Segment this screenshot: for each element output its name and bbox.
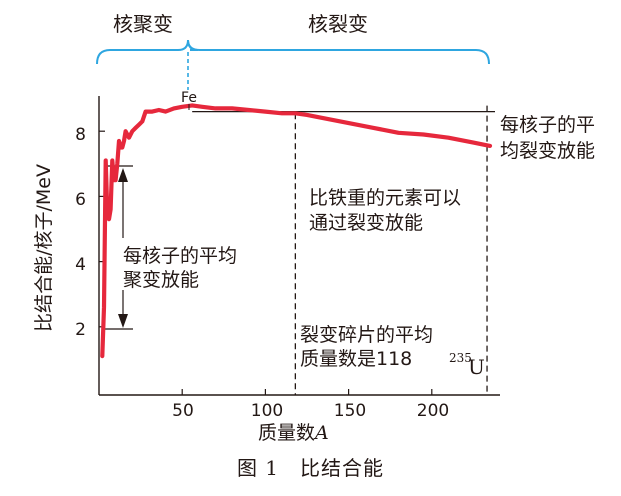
fission-label: 核裂变 (308, 12, 368, 36)
x-tick-150: 150 (334, 401, 366, 421)
x-tick-100: 100 (251, 401, 283, 421)
fe-label: Fe (181, 90, 197, 106)
y-tick-8: 8 (75, 125, 86, 145)
y-tick-4: 4 (75, 255, 86, 275)
fission-brace (187, 39, 490, 65)
x-axis-variable: A (313, 422, 329, 444)
fragments-note-line1: 裂变碎片的平均 (300, 324, 433, 346)
fusion-label: 核聚变 (113, 12, 173, 36)
fusion-brace (96, 39, 199, 65)
u235-symbol: U (468, 355, 485, 379)
heavier-note-line2: 通过裂变放能 (309, 212, 423, 234)
avg-fusion-note-line1: 每核子的平均 (123, 245, 237, 267)
max-energy-note-line1: 每核子的平 (500, 114, 595, 136)
heavier-note-line1: 比铁重的元素可以 (309, 187, 461, 209)
fusion-arrow-up-head (118, 168, 128, 182)
x-axis-title-text: 质量数 (258, 422, 315, 444)
x-axis-title: 质量数A (258, 422, 329, 444)
binding-energy-curve (100, 103, 493, 359)
max-energy-note-line2: 均裂变放能 (500, 140, 595, 162)
x-tick-50: 50 (172, 401, 194, 421)
figure-caption: 图 1 比结合能 (236, 456, 385, 480)
fusion-arrow-down-head (118, 314, 128, 328)
avg-fusion-note-line2: 聚变放能 (123, 269, 199, 291)
y-tick-2: 2 (75, 320, 86, 340)
x-tick-200: 200 (417, 401, 449, 421)
u235-mass-number: 235 (449, 351, 472, 365)
y-axis-title: 比结合能/核子/MeV (33, 164, 55, 332)
fragments-note-line2: 质量数是118 (300, 348, 412, 370)
y-tick-6: 6 (75, 190, 86, 210)
